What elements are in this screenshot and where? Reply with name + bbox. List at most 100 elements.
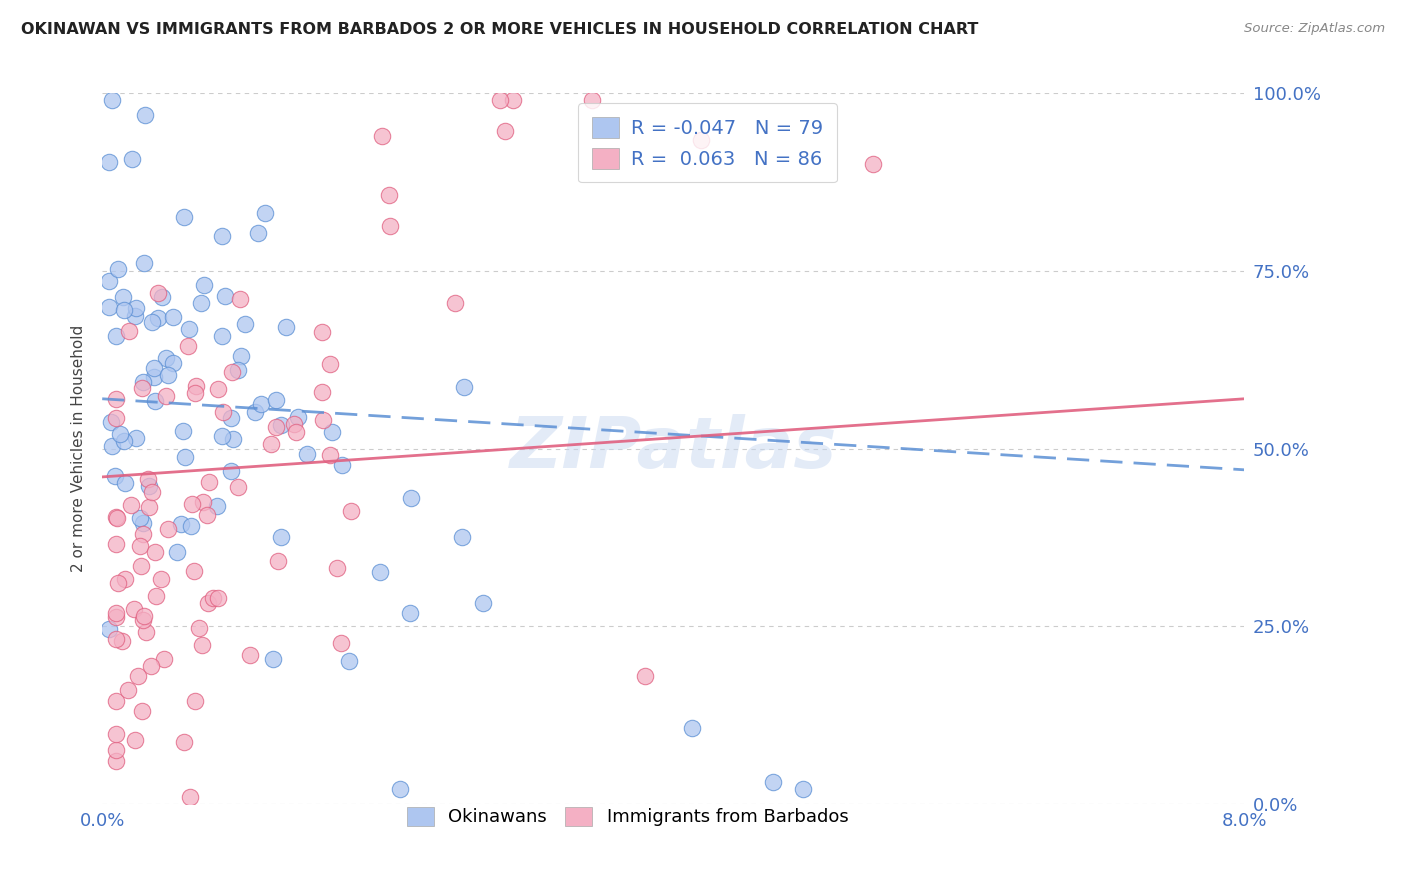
- Point: [443, 295, 465, 310]
- Point: [100, 415, 122, 429]
- Point: [170, 516, 193, 531]
- Point: [105, 727, 128, 741]
- Point: [134, 255, 156, 269]
- Point: [792, 782, 814, 797]
- Y-axis label: 2 or more Vehicles in Household: 2 or more Vehicles in Household: [72, 325, 86, 572]
- Point: [172, 424, 194, 438]
- Point: [211, 428, 233, 442]
- Point: [134, 108, 156, 122]
- Point: [138, 500, 160, 515]
- Point: [329, 636, 352, 650]
- Point: [131, 516, 153, 530]
- Point: [326, 561, 349, 575]
- Point: [450, 530, 472, 544]
- Point: [274, 319, 297, 334]
- Point: [233, 318, 256, 332]
- Point: [131, 705, 153, 719]
- Point: [226, 363, 249, 377]
- Point: [179, 322, 201, 336]
- Point: [319, 448, 342, 462]
- Point: [105, 410, 128, 425]
- Point: [489, 94, 512, 108]
- Point: [295, 447, 318, 461]
- Point: [132, 613, 155, 627]
- Point: [98, 275, 121, 289]
- Point: [266, 553, 288, 567]
- Point: [139, 658, 162, 673]
- Point: [180, 498, 202, 512]
- Point: [162, 310, 184, 324]
- Point: [146, 310, 169, 325]
- Point: [105, 510, 128, 524]
- Point: [681, 721, 703, 735]
- Point: [368, 565, 391, 579]
- Point: [239, 648, 262, 662]
- Point: [253, 206, 276, 220]
- Point: [311, 384, 333, 399]
- Point: [243, 405, 266, 419]
- Point: [105, 329, 128, 343]
- Point: [105, 742, 128, 756]
- Point: [112, 434, 135, 448]
- Point: [127, 669, 149, 683]
- Point: [128, 539, 150, 553]
- Point: [270, 418, 292, 433]
- Point: [634, 669, 657, 683]
- Point: [179, 789, 201, 804]
- Point: [184, 379, 207, 393]
- Point: [121, 152, 143, 166]
- Point: [120, 498, 142, 512]
- Point: [249, 397, 271, 411]
- Point: [143, 370, 166, 384]
- Point: [98, 622, 121, 636]
- Point: [193, 277, 215, 292]
- Point: [221, 365, 243, 379]
- Point: [122, 602, 145, 616]
- Point: [222, 432, 245, 446]
- Point: [135, 625, 157, 640]
- Point: [125, 431, 148, 445]
- Point: [191, 638, 214, 652]
- Text: Source: ZipAtlas.com: Source: ZipAtlas.com: [1244, 22, 1385, 36]
- Point: [177, 339, 200, 353]
- Point: [211, 328, 233, 343]
- Point: [124, 309, 146, 323]
- Point: [145, 590, 167, 604]
- Point: [114, 572, 136, 586]
- Point: [174, 450, 197, 464]
- Point: [98, 300, 121, 314]
- Point: [207, 382, 229, 396]
- Point: [162, 356, 184, 370]
- Point: [134, 609, 156, 624]
- Point: [262, 652, 284, 666]
- Point: [191, 495, 214, 509]
- Point: [330, 458, 353, 472]
- Point: [105, 694, 128, 708]
- Point: [105, 537, 128, 551]
- Point: [118, 324, 141, 338]
- Point: [136, 472, 159, 486]
- Point: [180, 518, 202, 533]
- Point: [321, 425, 343, 440]
- Point: [107, 262, 129, 277]
- Point: [689, 133, 711, 147]
- Point: [371, 128, 394, 143]
- Point: [150, 290, 173, 304]
- Point: [98, 154, 121, 169]
- Point: [399, 491, 422, 506]
- Point: [378, 219, 401, 233]
- Point: [219, 464, 242, 478]
- Point: [146, 286, 169, 301]
- Point: [128, 510, 150, 524]
- Point: [105, 606, 128, 620]
- Point: [141, 315, 163, 329]
- Point: [138, 479, 160, 493]
- Point: [184, 694, 207, 708]
- Point: [494, 124, 516, 138]
- Point: [198, 475, 221, 490]
- Point: [100, 439, 122, 453]
- Point: [124, 732, 146, 747]
- Point: [312, 413, 335, 427]
- Point: [197, 596, 219, 610]
- Point: [502, 94, 524, 108]
